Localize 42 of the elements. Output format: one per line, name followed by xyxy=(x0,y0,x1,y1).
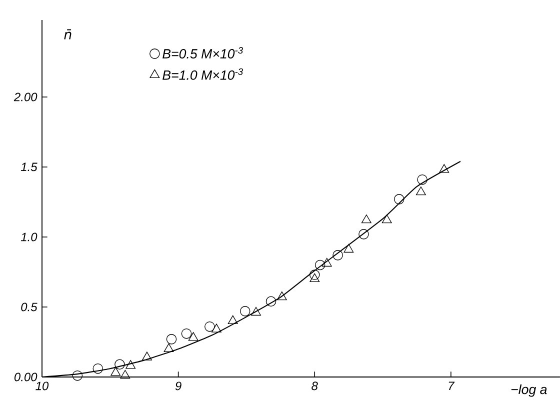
point xyxy=(164,343,174,352)
x-tick-label: 8 xyxy=(312,382,318,390)
point xyxy=(309,270,320,280)
point xyxy=(126,360,136,369)
point xyxy=(314,260,326,270)
point xyxy=(266,296,276,307)
legend-label: B=0.5 M×10$^{-3}$ xyxy=(162,47,243,58)
y-tick-label: 2.00 xyxy=(14,92,38,102)
point xyxy=(240,306,250,316)
point xyxy=(251,306,261,316)
y-tick-label: 0.00 xyxy=(14,372,38,382)
point xyxy=(416,186,426,196)
x-tick-label: 10 xyxy=(36,382,49,390)
x-tick-label: 9 xyxy=(175,382,182,390)
point xyxy=(110,367,121,376)
point xyxy=(212,324,222,332)
x-axis-title: −log a xyxy=(511,384,547,397)
point xyxy=(394,194,404,204)
point xyxy=(120,370,130,379)
y-tick-label: 1.5 xyxy=(20,162,38,172)
point xyxy=(322,258,332,267)
point xyxy=(92,363,104,374)
point xyxy=(358,229,369,240)
y-tick-label: 1.0 xyxy=(20,232,38,242)
point xyxy=(72,370,83,381)
legend-label: B=1.0 M×10$^{-3}$ xyxy=(162,68,243,80)
point xyxy=(310,273,320,282)
point xyxy=(332,250,343,260)
point xyxy=(142,352,152,360)
point xyxy=(344,244,354,253)
point xyxy=(276,292,287,300)
y-axis-title: n̄ xyxy=(64,29,72,40)
point xyxy=(361,214,372,224)
point xyxy=(439,164,450,173)
x-tick-label: 7 xyxy=(448,382,455,390)
point xyxy=(382,214,392,224)
point xyxy=(114,359,125,370)
point xyxy=(417,174,428,185)
y-tick-label: 0.5 xyxy=(21,302,38,312)
point xyxy=(228,315,238,324)
point xyxy=(204,321,215,332)
point xyxy=(166,334,177,344)
